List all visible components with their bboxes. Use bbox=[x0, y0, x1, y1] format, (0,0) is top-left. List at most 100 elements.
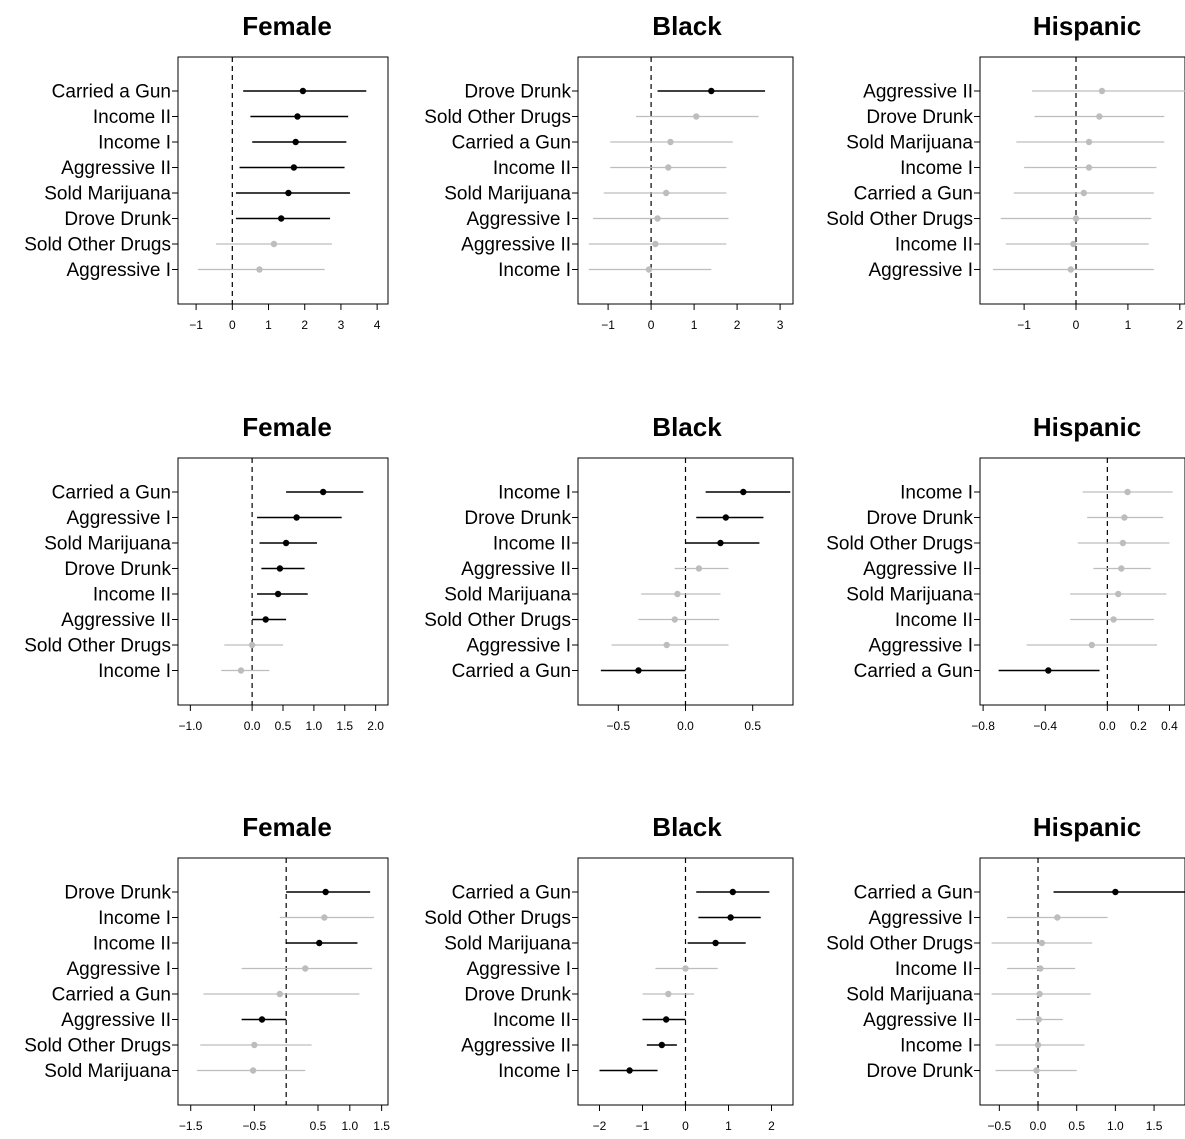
row-label: Income I bbox=[498, 260, 571, 281]
point-estimate bbox=[270, 240, 278, 248]
x-tick-label: 0.0 bbox=[244, 719, 261, 733]
x-tick-label: 1 bbox=[1125, 318, 1132, 332]
point-estimate bbox=[1080, 189, 1087, 197]
point-estimate bbox=[729, 888, 736, 896]
x-tick-label: 0 bbox=[682, 1119, 689, 1133]
row-label: Aggressive II bbox=[863, 559, 973, 580]
row-label: Carried a Gun bbox=[452, 883, 571, 904]
x-tick-label: 3 bbox=[777, 318, 784, 332]
plot-frame bbox=[979, 56, 1185, 305]
row-label: Income II bbox=[93, 934, 171, 955]
panel-title: Hispanic bbox=[1033, 412, 1141, 442]
row-label: Income II bbox=[493, 534, 571, 555]
row-label: Income II bbox=[93, 107, 171, 128]
point-estimate bbox=[635, 667, 642, 674]
row-label: Sold Marijuana bbox=[846, 985, 973, 1006]
row-label: Income I bbox=[98, 908, 171, 929]
panel-title: Female bbox=[242, 812, 332, 842]
row-label: Drove Drunk bbox=[64, 209, 171, 230]
point-estimate bbox=[1037, 965, 1044, 972]
row-label: Sold Other Drugs bbox=[424, 610, 571, 631]
row-label: Sold Marijuana bbox=[44, 184, 171, 205]
x-tick-label: −1 bbox=[189, 318, 203, 332]
row-label: Income II bbox=[93, 585, 171, 606]
row-label: Aggressive II bbox=[461, 1036, 571, 1057]
panel-title: Hispanic bbox=[1033, 11, 1141, 41]
x-tick-label: 1.5 bbox=[373, 1119, 390, 1133]
row-label: Drove Drunk bbox=[464, 985, 571, 1006]
panel-title: Black bbox=[652, 11, 722, 41]
panel-hispanic-1: Hispanic −1 0 1 2 Aggressive II Drove Drunk Sol… bbox=[826, 11, 1185, 332]
panel-title: Hispanic bbox=[1033, 812, 1141, 842]
plot-frame bbox=[577, 56, 794, 305]
x-tick-label: 0.5 bbox=[275, 719, 292, 733]
x-tick-label: −0.8 bbox=[971, 719, 995, 733]
x-tick-label: −1 bbox=[601, 318, 615, 332]
point-estimate bbox=[626, 1067, 633, 1074]
interval-marks bbox=[998, 488, 1173, 674]
x-tick-label: −1 bbox=[636, 1119, 650, 1133]
point-estimate bbox=[671, 616, 678, 623]
point-estimate bbox=[292, 138, 299, 146]
row-label: Sold Other Drugs bbox=[826, 934, 973, 955]
point-estimate bbox=[1067, 266, 1075, 273]
point-estimate bbox=[1115, 590, 1122, 598]
row-label: Aggressive I bbox=[466, 636, 571, 657]
point-estimate bbox=[319, 488, 327, 496]
interval-marks bbox=[197, 888, 374, 1074]
row-label: Drove Drunk bbox=[866, 508, 973, 529]
x-tick-label: 0.2 bbox=[1130, 719, 1147, 733]
interval-marks bbox=[992, 87, 1185, 273]
point-estimate bbox=[682, 965, 689, 972]
point-estimate bbox=[262, 616, 269, 623]
x-tick-label: 2 bbox=[768, 1119, 775, 1133]
row-label: Drove Drunk bbox=[464, 508, 571, 529]
point-estimate bbox=[294, 113, 301, 120]
point-estimate bbox=[274, 590, 282, 598]
interval-marks bbox=[588, 87, 766, 273]
row-label: Income II bbox=[895, 959, 973, 980]
x-tick-label: 2 bbox=[734, 318, 741, 332]
point-estimate bbox=[248, 641, 256, 649]
point-estimate bbox=[662, 189, 670, 197]
panel-hispanic-3: Hispanic −0.5 0.0 0.5 1.0 1.5 Carried a Gun Agg… bbox=[826, 812, 1185, 1133]
row-label: Aggressive II bbox=[863, 82, 973, 103]
point-estimate bbox=[258, 1016, 266, 1023]
row-label: Aggressive I bbox=[868, 636, 973, 657]
panel-black-1: Black −1 0 1 2 3 Drove Drunk Sold Other Drugs Ca… bbox=[424, 11, 794, 332]
plot-frame bbox=[177, 857, 389, 1106]
x-tick-label: −0.5 bbox=[987, 1119, 1011, 1133]
point-estimate bbox=[321, 914, 328, 921]
row-label: Income I bbox=[900, 158, 973, 179]
x-tick-label: −1 bbox=[1017, 318, 1031, 332]
point-estimate bbox=[1070, 240, 1077, 248]
row-label: Income II bbox=[895, 610, 973, 631]
point-estimate bbox=[1110, 616, 1117, 623]
plot-frame bbox=[177, 457, 389, 706]
point-estimate bbox=[1036, 990, 1043, 998]
row-label: Aggressive I bbox=[66, 260, 171, 281]
point-estimate bbox=[1085, 164, 1093, 171]
x-tick-label: 0.5 bbox=[310, 1119, 327, 1133]
point-estimate bbox=[277, 215, 285, 222]
point-estimate bbox=[708, 87, 715, 95]
row-label: Income II bbox=[895, 235, 973, 256]
point-estimate bbox=[1112, 888, 1119, 896]
point-estimate bbox=[740, 488, 747, 496]
row-label: Carried a Gun bbox=[452, 133, 571, 154]
row-label: Carried a Gun bbox=[854, 883, 973, 904]
x-tick-label: 1 bbox=[691, 318, 698, 332]
interval-marks bbox=[599, 888, 770, 1074]
row-label: Income I bbox=[498, 1061, 571, 1082]
panel-hispanic-2: Hispanic −0.8 −0.4 0.0 0.2 0.4 Income I Drove D… bbox=[826, 412, 1185, 733]
interval-marks bbox=[197, 87, 367, 273]
row-label: Aggressive II bbox=[461, 235, 571, 256]
row-label: Income II bbox=[493, 1010, 571, 1031]
row-label: Drove Drunk bbox=[866, 1061, 973, 1082]
row-label: Drove Drunk bbox=[64, 883, 171, 904]
point-estimate bbox=[674, 590, 681, 598]
panel-female-3: Female −1.5 −0.5 0.5 1.0 1.5 Drove Drunk Income… bbox=[24, 812, 390, 1133]
interval-marks bbox=[991, 888, 1185, 1074]
point-estimate bbox=[1033, 1067, 1040, 1074]
